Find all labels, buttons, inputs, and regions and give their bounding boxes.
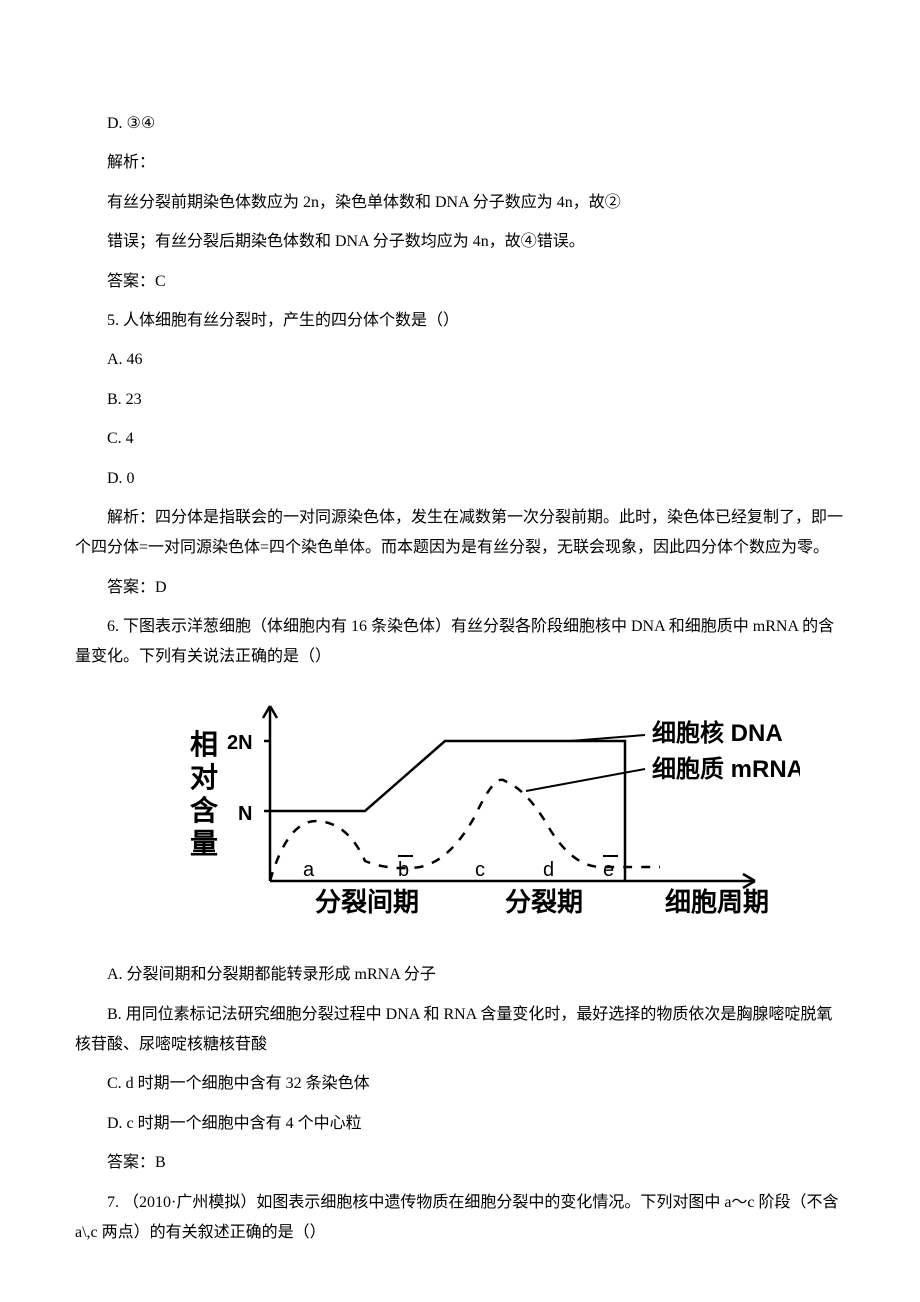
q5-analysis: 解析：四分体是指联会的一对同源染色体，发生在减数第一次分裂前期。此时，染色体已经… (75, 503, 845, 564)
q4-analysis-2: 错误；有丝分裂后期染色体数和 DNA 分子数均应为 4n，故④错误。 (75, 227, 845, 257)
q6-option-c: C. d 时期一个细胞中含有 32 条染色体 (75, 1069, 845, 1099)
dna-line (270, 741, 625, 881)
ylabel-c3: 含 (190, 794, 219, 826)
legend-mrna: 细胞质 mRNA (652, 755, 800, 783)
xcat-d: d (543, 859, 554, 881)
xcat-c: c (475, 859, 485, 881)
q6-answer: 答案：B (75, 1148, 845, 1178)
q4-option-d: D. ③④ (75, 109, 845, 139)
q7-stem: 7. （2010·广州模拟）如图表示细胞核中遗传物质在细胞分裂中的变化情况。下列… (75, 1188, 845, 1249)
q5-option-b: B. 23 (75, 385, 845, 415)
xcat-e: e (603, 859, 614, 881)
q6-option-a: A. 分裂间期和分裂期都能转录形成 mRNA 分子 (75, 960, 845, 990)
xcat-b: b (398, 859, 409, 881)
ytick-n-label: N (238, 803, 252, 825)
chart-svg: 相 对 含 量 N 2N a b c d e 细胞核 DNA (160, 691, 800, 931)
q6-chart: 相 对 含 量 N 2N a b c d e 细胞核 DNA (160, 691, 845, 942)
ylabel-c2: 对 (190, 762, 218, 793)
xlabel-mitotic: 分裂期 (505, 887, 583, 917)
mrna-callout-line (526, 769, 645, 791)
q6-option-d: D. c 时期一个细胞中含有 4 个中心粒 (75, 1109, 845, 1139)
q5-option-c: C. 4 (75, 424, 845, 454)
xcat-a: a (303, 859, 315, 881)
ylabel-c1: 相 (190, 729, 218, 760)
mrna-line (270, 780, 660, 881)
q5-answer: 答案：D (75, 573, 845, 603)
q6-option-b: B. 用同位素标记法研究细胞分裂过程中 DNA 和 RNA 含量变化时，最好选择… (75, 1000, 845, 1061)
q4-answer: 答案：C (75, 267, 845, 297)
q4-analysis-1: 有丝分裂前期染色体数应为 2n，染色单体数和 DNA 分子数应为 4n，故② (75, 188, 845, 218)
q5-stem: 5. 人体细胞有丝分裂时，产生的四分体个数是（） (75, 306, 845, 336)
q6-stem: 6. 下图表示洋葱细胞（体细胞内有 16 条染色体）有丝分裂各阶段细胞核中 DN… (75, 612, 845, 673)
legend-dna: 细胞核 DNA (652, 719, 783, 747)
q4-analysis-head: 解析： (75, 148, 845, 178)
xlabel-interphase: 分裂间期 (315, 887, 419, 917)
ytick-2n-label: 2N (227, 732, 253, 754)
q5-option-d: D. 0 (75, 464, 845, 494)
xlabel-cycle: 细胞周期 (665, 887, 769, 917)
ylabel-c4: 量 (190, 828, 218, 859)
q5-option-a: A. 46 (75, 345, 845, 375)
